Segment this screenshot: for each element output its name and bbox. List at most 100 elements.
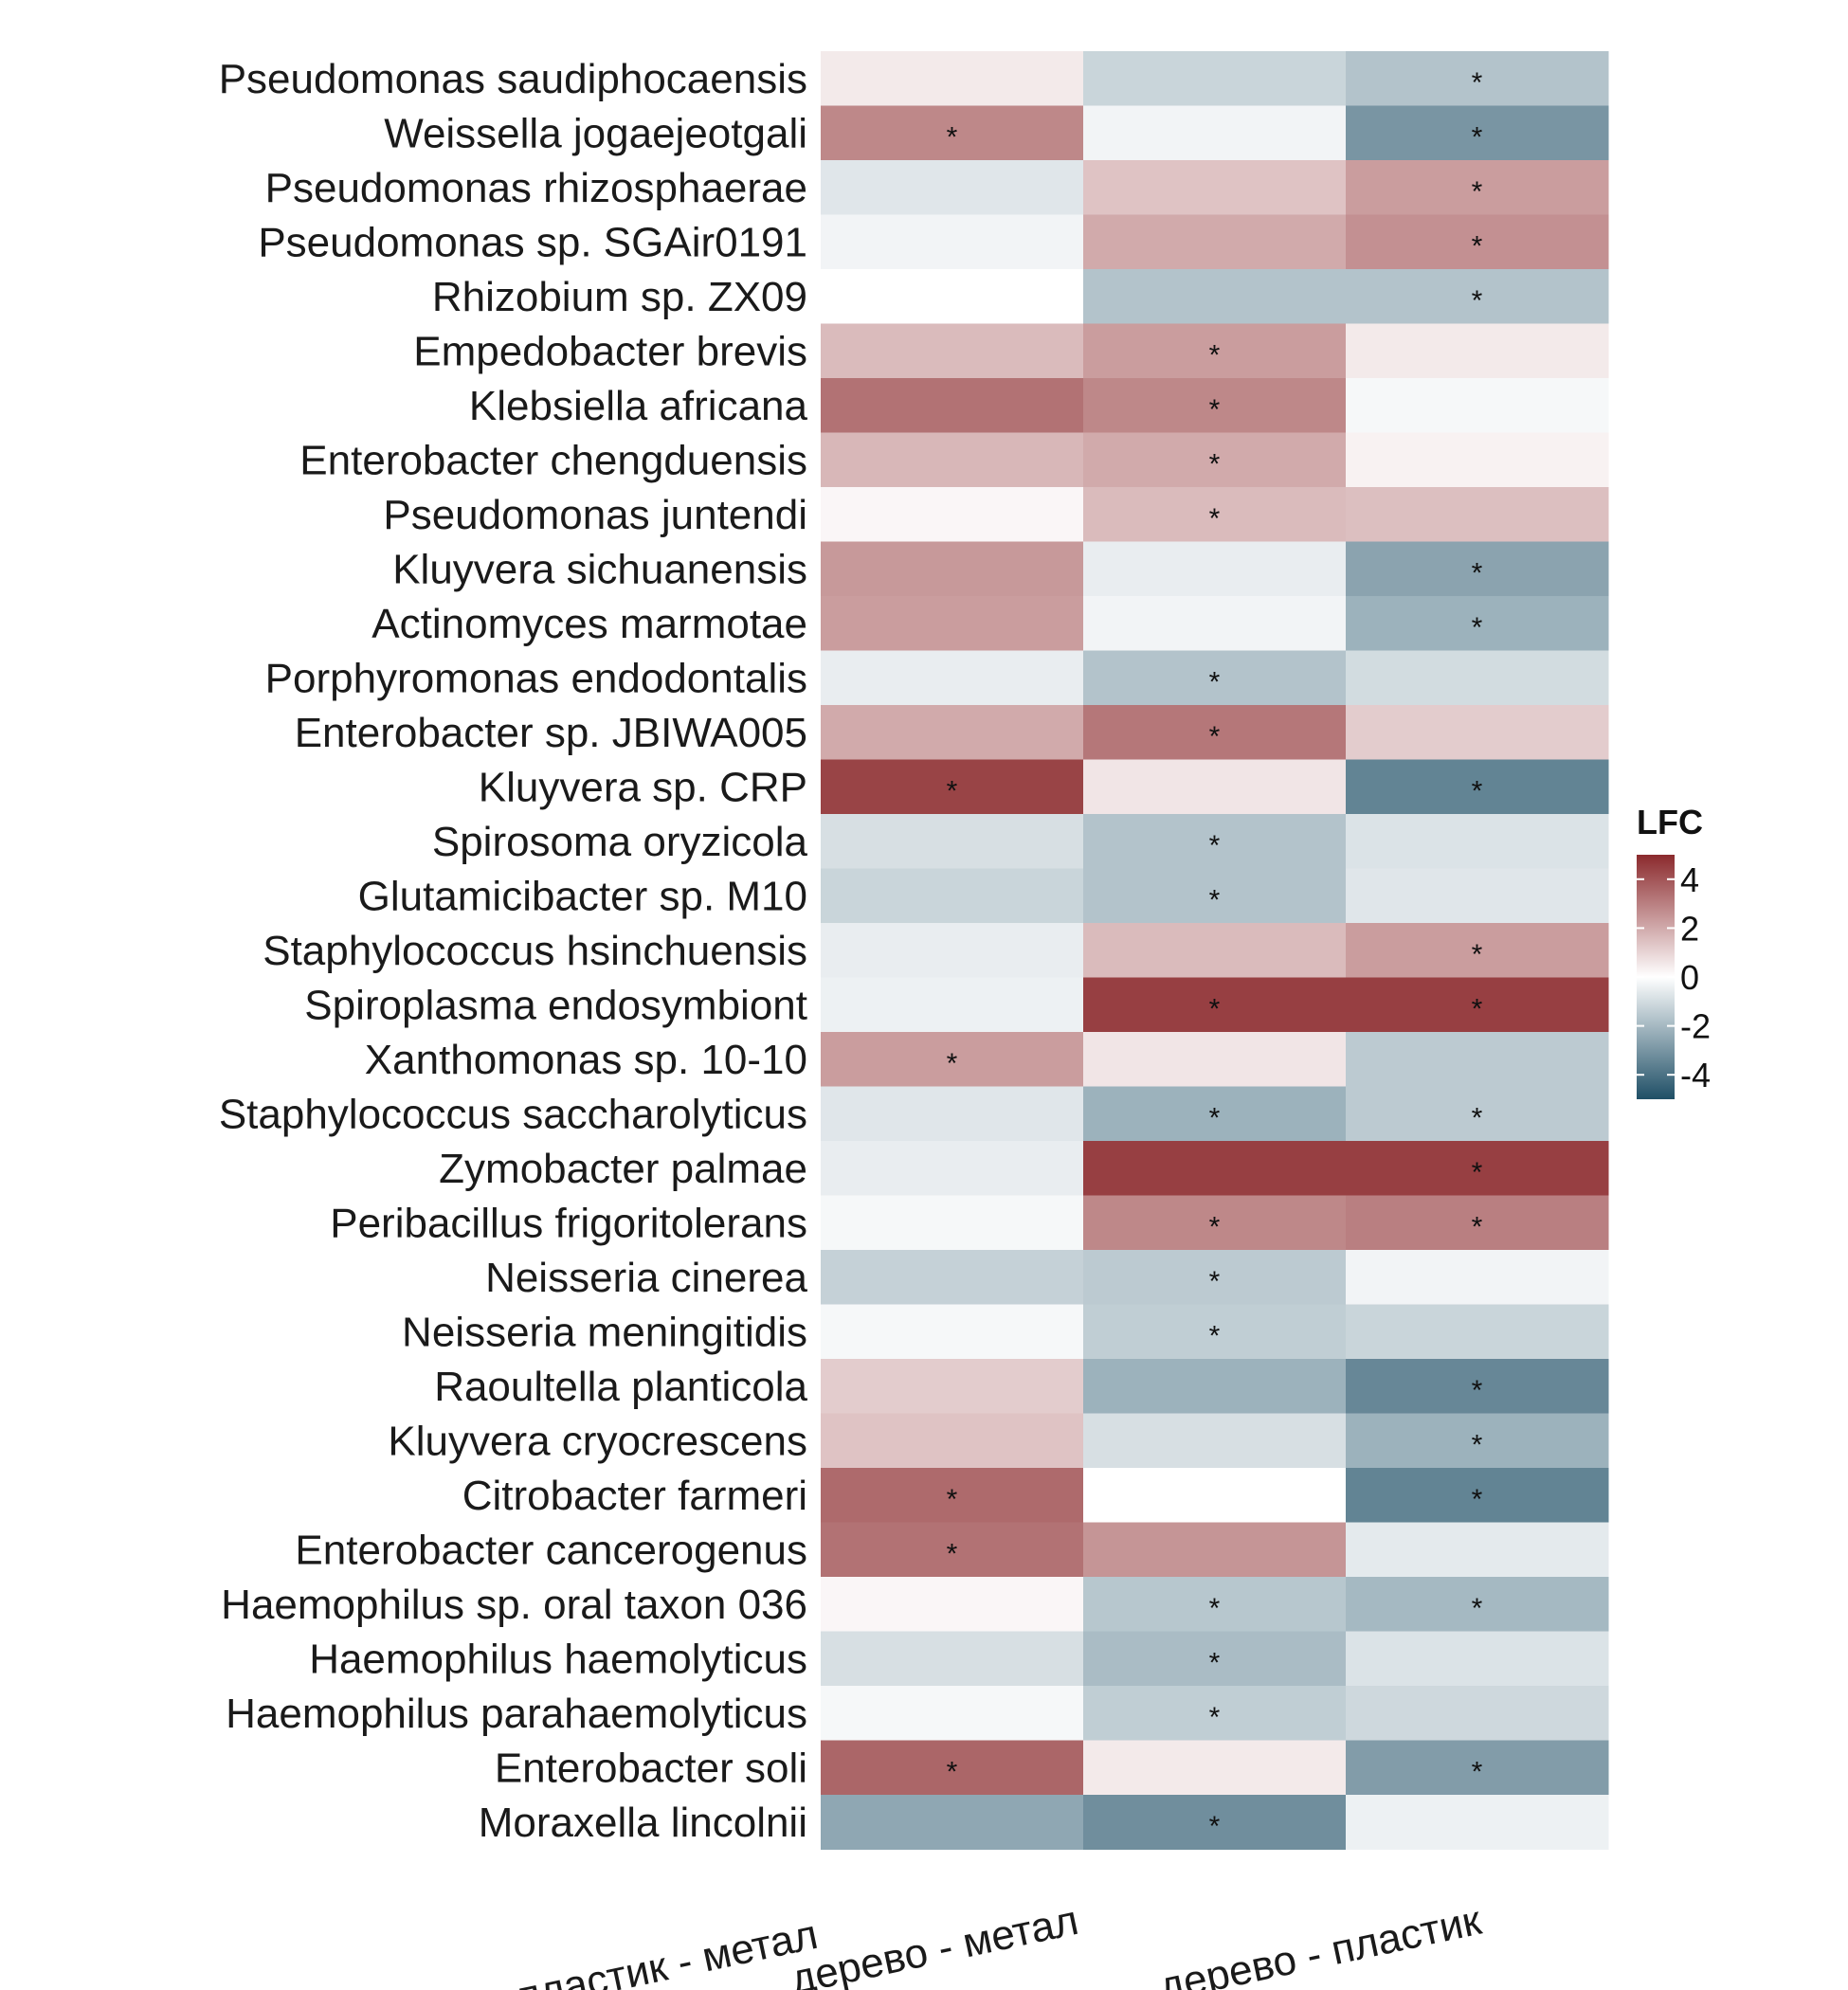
row-label: Weissella jogaejeotgali — [384, 110, 807, 156]
heatmap-cell — [1346, 868, 1609, 924]
heatmap-cell — [821, 1141, 1084, 1196]
significance-marker: * — [947, 1484, 958, 1515]
heatmap-cell — [1083, 1359, 1347, 1414]
heatmap-cell — [1346, 51, 1609, 106]
heatmap-cell — [821, 1032, 1084, 1087]
significance-marker: * — [1209, 666, 1221, 697]
heatmap-cell — [1346, 1141, 1609, 1196]
significance-marker: * — [1209, 1593, 1221, 1624]
heatmap-cell — [1083, 1141, 1347, 1196]
heatmap-cell — [1083, 541, 1347, 597]
row-label: Xanthomonas sp. 10-10 — [365, 1037, 807, 1083]
heatmap-cell — [821, 269, 1084, 324]
legend-tick-label: 0 — [1680, 958, 1699, 997]
heatmap-cell — [1083, 1522, 1347, 1578]
heatmap-cell — [1083, 1304, 1347, 1360]
significance-marker: * — [1209, 503, 1221, 534]
heatmap-cell — [1083, 1413, 1347, 1469]
heatmap-cell — [1346, 1686, 1609, 1741]
heatmap-cell — [1346, 650, 1609, 706]
heatmap-cell — [1083, 1740, 1347, 1796]
heatmap-cell — [1083, 160, 1347, 215]
significance-marker: * — [1209, 1647, 1221, 1678]
significance-marker: * — [1472, 1593, 1483, 1624]
row-label: Haemophilus sp. oral taxon 036 — [221, 1582, 807, 1628]
heatmap-cell — [1346, 323, 1609, 379]
row-label: Kluyvera sp. CRP — [479, 764, 807, 810]
heatmap-cell — [1346, 378, 1609, 433]
heatmap-cell — [1083, 1631, 1347, 1687]
significance-marker: * — [947, 775, 958, 806]
heatmap-cell — [1346, 1468, 1609, 1523]
significance-marker: * — [1472, 775, 1483, 806]
heatmap-cell — [1083, 868, 1347, 924]
significance-markers: * * * * * * * * * * * * * * * * * * * * * * * * * * * * * * * * * * * * * * * *… — [947, 67, 1483, 1842]
heatmap-cell — [1346, 1577, 1609, 1632]
row-label: Enterobacter sp. JBIWA005 — [295, 710, 807, 756]
significance-marker: * — [1209, 884, 1221, 915]
legend-tick-label: 4 — [1680, 860, 1699, 899]
heatmap-cell — [1083, 1468, 1347, 1523]
row-label: Zymobacter palmae — [439, 1146, 807, 1192]
significance-marker: * — [1472, 121, 1483, 153]
heatmap-cell — [821, 1686, 1084, 1741]
row-labels: Pseudomonas saudiphocaensis Weissella jog… — [219, 56, 808, 1846]
heatmap-cell — [1083, 923, 1347, 978]
heatmap-cell — [1346, 759, 1609, 815]
heatmap-cell — [1083, 1686, 1347, 1741]
heatmap-cell — [821, 1304, 1084, 1360]
row-label: Staphylococcus saccharolyticus — [219, 1091, 807, 1137]
significance-marker: * — [1209, 830, 1221, 861]
heatmap-cell — [1346, 1413, 1609, 1469]
significance-marker: * — [1472, 993, 1483, 1024]
significance-marker: * — [1209, 1102, 1221, 1133]
row-label: Neisseria cinerea — [485, 1255, 807, 1301]
heatmap-cell — [821, 1795, 1084, 1850]
heatmap-cell — [1346, 1631, 1609, 1687]
heatmap-cell — [821, 1631, 1084, 1687]
heatmap-cell — [1083, 269, 1347, 324]
row-label: Enterobacter chengduensis — [299, 437, 807, 483]
heatmap-cell — [821, 487, 1084, 542]
row-label: Kluyvera cryocrescens — [388, 1418, 807, 1464]
significance-marker: * — [1472, 1211, 1483, 1242]
heatmap-cell — [821, 160, 1084, 215]
heatmap-cell — [821, 378, 1084, 433]
heatmap-cell — [1346, 1740, 1609, 1796]
color-legend: LFC 4 2 0 -2 -4 — [1637, 803, 1711, 1099]
heatmap-cell — [1346, 1032, 1609, 1087]
heatmap-cell — [1083, 1577, 1347, 1632]
heatmap-cell — [1346, 1522, 1609, 1578]
significance-marker: * — [1209, 1811, 1221, 1842]
heatmap-cell — [1083, 323, 1347, 379]
heatmap-cell — [1346, 1304, 1609, 1360]
significance-marker: * — [1209, 1266, 1221, 1297]
heatmap-cell — [1083, 105, 1347, 161]
row-label: Haemophilus haemolyticus — [309, 1636, 807, 1682]
significance-marker: * — [1209, 394, 1221, 425]
legend-ticks: 4 2 0 -2 -4 — [1637, 860, 1711, 1094]
row-label: Spiroplasma endosymbiont — [304, 982, 807, 1028]
heatmap-cell — [821, 705, 1084, 760]
significance-marker: * — [1209, 721, 1221, 752]
heatmap-cell — [1083, 1250, 1347, 1305]
heatmap-cell — [821, 1522, 1084, 1578]
row-label: Rhizobium sp. ZX09 — [432, 274, 807, 320]
heatmap-cell — [1346, 269, 1609, 324]
row-label: Neisseria meningitidis — [402, 1309, 807, 1355]
heatmap-cell — [821, 923, 1084, 978]
significance-marker: * — [1472, 285, 1483, 317]
heatmap-cell — [821, 1250, 1084, 1305]
row-label: Porphyromonas endodontalis — [265, 655, 807, 701]
significance-marker: * — [1472, 1756, 1483, 1787]
heatmap-cell — [821, 1577, 1084, 1632]
heatmap-cell — [821, 323, 1084, 379]
heatmap-cell — [1346, 1795, 1609, 1850]
significance-marker: * — [1472, 1102, 1483, 1133]
heatmap-cell — [821, 814, 1084, 869]
heatmap-cell — [1346, 1086, 1609, 1142]
heatmap-cell — [1346, 814, 1609, 869]
row-label: Glutamicibacter sp. M10 — [358, 873, 807, 919]
heatmap-cell — [821, 596, 1084, 651]
